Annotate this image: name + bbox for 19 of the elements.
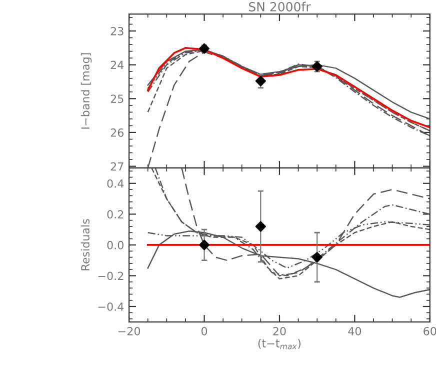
y-axis-title: Residuals (80, 219, 90, 270)
y-axis-title: I−band [mag] (80, 53, 92, 129)
y-tick-label: 24 (110, 60, 124, 70)
y-tick-label: −0.4 (98, 302, 124, 311)
y-tick-label: 0.4 (107, 179, 124, 188)
y-tick-label: 0.0 (107, 240, 124, 250)
y-tick-label: 0.2 (107, 210, 124, 219)
chart-title: SN 2000fr (248, 2, 311, 12)
x-tick-label: 0 (201, 326, 208, 336)
y-tick-label: 25 (110, 94, 124, 104)
x-tick-label: 20 (273, 326, 286, 336)
x-tick-label: 40 (348, 326, 362, 336)
y-tick-label: 23 (110, 26, 124, 36)
x-tick-label: −20 (118, 326, 140, 336)
y-tick-label: 27 (110, 162, 124, 171)
x-axis-title: (t−t$_{max}$) (258, 338, 301, 350)
x-tick-label: 60 (424, 326, 436, 336)
y-tick-label: −0.2 (98, 272, 124, 280)
y-tick-label: 26 (110, 128, 124, 137)
